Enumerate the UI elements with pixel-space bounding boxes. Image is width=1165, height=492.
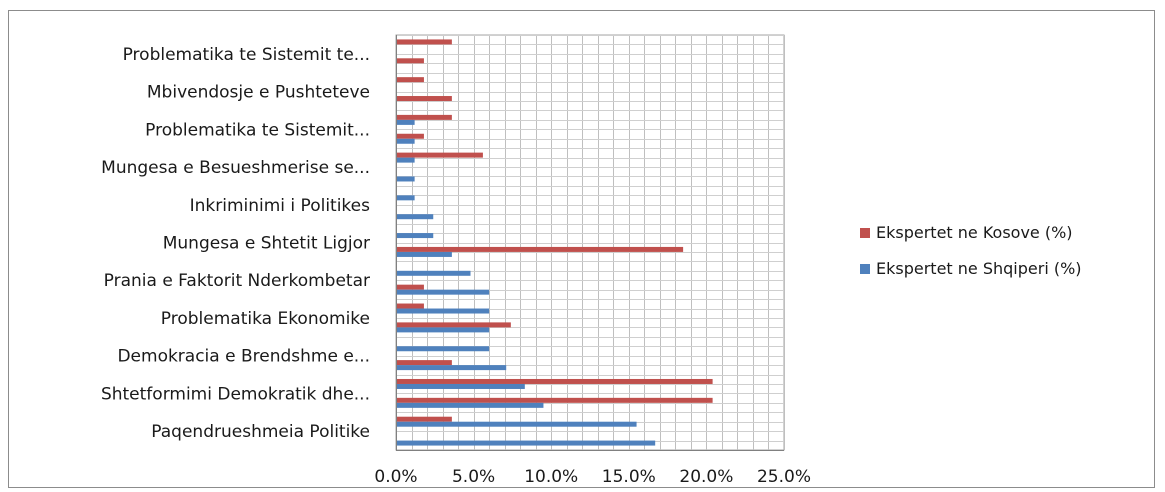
bar	[396, 157, 415, 163]
bar	[396, 119, 415, 125]
bar	[396, 308, 490, 314]
bar	[396, 416, 452, 422]
bar	[396, 421, 637, 427]
legend-label: Ekspertet ne Shqiperi (%)	[876, 259, 1082, 278]
legend-swatch	[860, 228, 870, 238]
axis	[396, 35, 784, 451]
bar	[396, 176, 415, 182]
bar	[396, 327, 490, 333]
bar	[396, 214, 434, 220]
legend: Ekspertet ne Kosove (%) Ekspertet ne Shqi…	[860, 223, 1082, 278]
bar	[396, 133, 424, 139]
bar	[396, 402, 544, 408]
bar	[396, 77, 424, 83]
legend-swatch	[860, 264, 870, 274]
category-label: Mbivendosje e Pushteteve	[147, 83, 370, 103]
bar	[396, 39, 452, 45]
bar	[396, 284, 424, 290]
category-label: Problematika te Sistemit...	[145, 120, 370, 140]
bar	[396, 383, 525, 389]
x-tick-label: 0.0%	[374, 467, 417, 487]
bar	[396, 378, 713, 384]
x-tick-label: 25.0%	[757, 467, 811, 487]
x-tick-label: 10.0%	[524, 467, 578, 487]
bar	[396, 251, 452, 257]
bar	[396, 303, 424, 309]
bar	[396, 289, 490, 295]
bar	[396, 365, 507, 371]
category-label: Demokracia e Brendshme e...	[117, 347, 370, 367]
category-label: Inkriminimi i Politikes	[190, 196, 371, 216]
category-label: Mungesa e Shtetit Ligjor	[163, 234, 370, 254]
bar	[396, 96, 452, 102]
bars	[396, 39, 713, 446]
category-label: Shtetformimi Demokratik dhe...	[101, 384, 370, 404]
category-label: Problematika Ekonomike	[161, 309, 370, 329]
bar	[396, 233, 434, 239]
category-labels: Paqendrueshmeia Politike Shtetformimi Dem…	[101, 45, 370, 442]
bar	[396, 138, 415, 144]
bar	[396, 346, 490, 352]
bar	[396, 360, 452, 366]
x-tick-label: 15.0%	[602, 467, 656, 487]
bar	[396, 114, 452, 120]
category-label: Paqendrueshmeia Politike	[151, 422, 370, 442]
category-label: Prania e Faktorit Nderkombetar	[104, 271, 370, 291]
category-label: Mungesa e Besueshmerise se...	[101, 158, 370, 178]
bar	[396, 152, 483, 158]
category-label: Problematika te Sistemit te...	[123, 45, 370, 65]
bar	[396, 195, 415, 201]
bar	[396, 270, 471, 276]
bar	[396, 58, 424, 64]
x-tick-label: 5.0%	[452, 467, 495, 487]
bar	[396, 397, 713, 403]
legend-label: Ekspertet ne Kosove (%)	[876, 223, 1073, 242]
bar	[396, 322, 511, 328]
bar	[396, 440, 656, 446]
x-tick-label: 20.0%	[679, 467, 733, 487]
tick-labels: 0.0% 5.0% 10.0% 15.0% 20.0% 25.0%	[374, 467, 811, 487]
bar	[396, 246, 684, 252]
